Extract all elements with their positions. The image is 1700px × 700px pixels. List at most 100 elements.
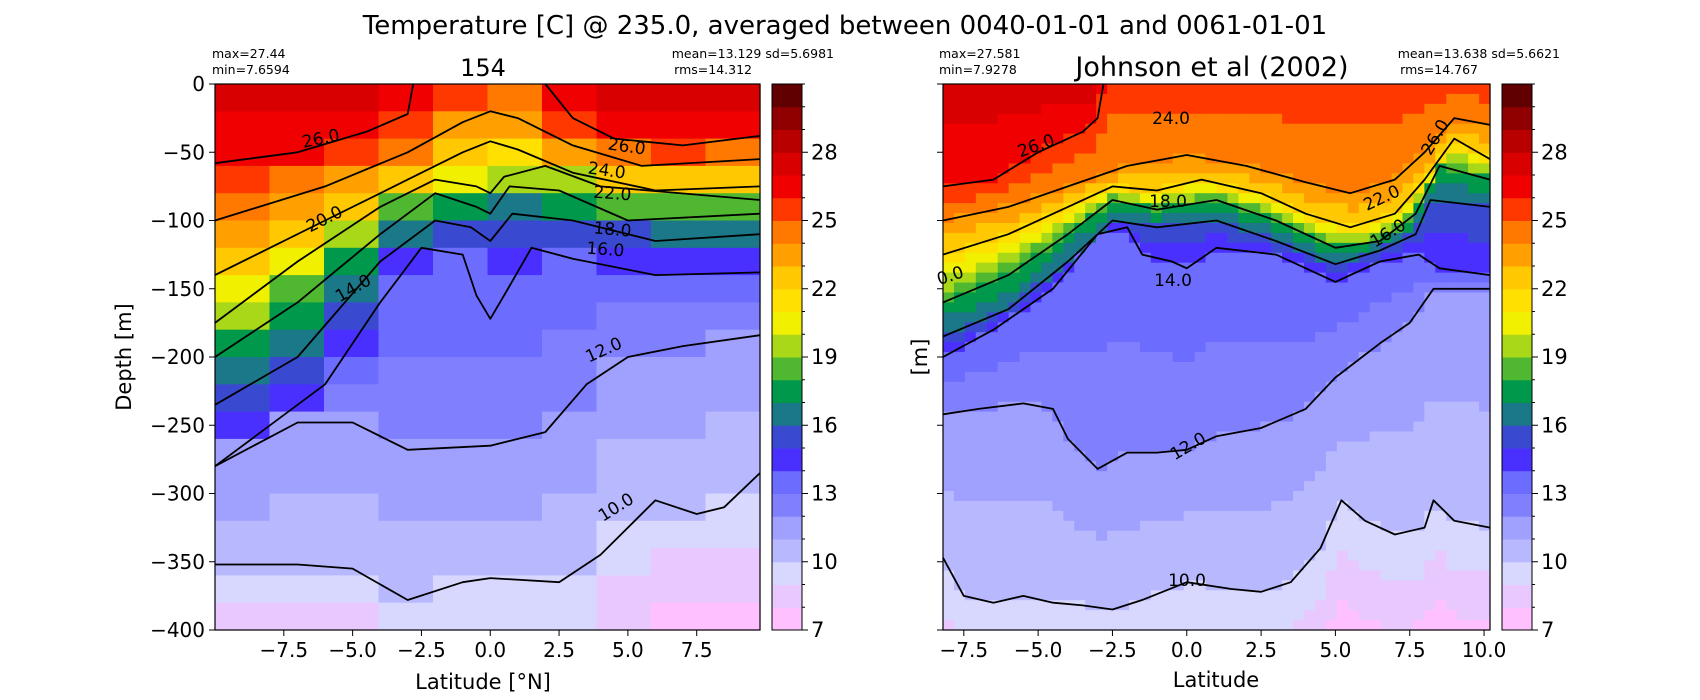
heatmap-cell xyxy=(1139,93,1152,105)
heatmap-cell xyxy=(1369,143,1382,155)
heatmap-cell xyxy=(1063,381,1075,393)
heatmap-cell xyxy=(1030,262,1043,274)
heatmap-cell xyxy=(1347,352,1360,363)
heatmap-cell xyxy=(1260,252,1272,264)
heatmap-cell xyxy=(1282,272,1294,284)
heatmap-cell xyxy=(378,193,434,222)
heatmap-cell xyxy=(1293,471,1305,482)
heatmap-cell xyxy=(1150,371,1163,383)
heatmap-cell xyxy=(943,352,955,363)
heatmap-cell xyxy=(433,602,489,631)
heatmap-cell xyxy=(1282,381,1294,393)
heatmap-cell xyxy=(1260,491,1272,502)
heatmap-cell xyxy=(1435,371,1447,383)
heatmap-cell xyxy=(1391,361,1404,373)
heatmap-cell xyxy=(1435,451,1447,462)
heatmap-cell xyxy=(1314,411,1327,423)
heatmap-cell xyxy=(1063,610,1075,621)
heatmap-cell xyxy=(1238,411,1250,423)
heatmap-cell xyxy=(1118,421,1130,433)
heatmap-cell xyxy=(975,203,988,214)
heatmap-cell xyxy=(1205,213,1218,224)
heatmap-cell xyxy=(1468,520,1480,532)
heatmap-cell xyxy=(1183,242,1196,254)
heatmap-cell xyxy=(1369,322,1382,333)
heatmap-cell xyxy=(1008,352,1021,363)
heatmap-cell xyxy=(1052,500,1064,512)
heatmap-cell xyxy=(1435,431,1447,442)
heatmap-cell xyxy=(1336,302,1349,313)
heatmap-cell xyxy=(1358,352,1371,363)
heatmap-cell xyxy=(1096,361,1108,373)
heatmap-cell xyxy=(1172,471,1185,482)
heatmap-cell xyxy=(1041,93,1053,105)
heatmap-cell xyxy=(1194,451,1207,462)
heatmap-cell xyxy=(269,111,325,140)
heatmap-cell xyxy=(1336,103,1349,115)
heatmap-cell xyxy=(1205,113,1218,125)
heatmap-cell xyxy=(1369,580,1382,591)
heatmap-cell xyxy=(1314,163,1327,174)
heatmap-cell xyxy=(1304,590,1316,601)
heatmap-cell xyxy=(1304,540,1316,552)
heatmap-cell xyxy=(651,84,707,112)
heatmap-cell xyxy=(1150,580,1163,591)
heatmap-cell xyxy=(1052,262,1064,274)
heatmap-cell xyxy=(1085,411,1097,423)
heatmap-cell xyxy=(1391,133,1404,145)
heatmap-cell xyxy=(943,282,955,294)
heatmap-cell xyxy=(975,540,988,552)
heatmap-cell xyxy=(1041,431,1053,442)
heatmap-cell xyxy=(1435,93,1447,105)
heatmap-cell xyxy=(1380,461,1393,472)
heatmap-cell xyxy=(1446,461,1458,472)
heatmap-cell xyxy=(1282,232,1294,244)
heatmap-cell xyxy=(1282,421,1294,433)
heatmap-cell xyxy=(1325,421,1338,433)
colorbar-swatch xyxy=(1502,129,1532,153)
heatmap-cell xyxy=(1468,322,1480,333)
heatmap-cell xyxy=(1293,520,1305,532)
heatmap-cell xyxy=(1227,84,1239,95)
heatmap-cell xyxy=(975,252,988,264)
heatmap-cell xyxy=(1183,183,1196,194)
heatmap-cell xyxy=(1205,262,1218,274)
heatmap-cell xyxy=(1096,153,1108,165)
heatmap-cell xyxy=(997,84,1010,95)
heatmap-cell xyxy=(1205,540,1218,552)
heatmap-cell xyxy=(1052,332,1064,343)
heatmap-cell xyxy=(1249,610,1261,621)
heatmap-cell xyxy=(1336,153,1349,165)
heatmap-cell xyxy=(1128,580,1141,591)
heatmap-cell xyxy=(975,163,988,174)
heatmap-cell xyxy=(1139,252,1152,264)
heatmap-cell xyxy=(1402,133,1415,145)
heatmap-cell xyxy=(1413,361,1425,373)
heatmap-cell xyxy=(975,123,988,135)
heatmap-cell xyxy=(487,247,543,276)
heatmap-cell xyxy=(1128,143,1141,155)
heatmap-cell xyxy=(378,220,434,249)
heatmap-cell xyxy=(1413,242,1425,254)
heatmap-cell xyxy=(1205,312,1218,323)
heatmap-cell xyxy=(1413,510,1425,522)
heatmap-cell xyxy=(975,520,988,532)
heatmap-cell xyxy=(943,292,955,303)
heatmap-cell xyxy=(1402,203,1415,214)
heatmap-cell xyxy=(986,153,999,165)
heatmap-cell xyxy=(1161,123,1174,135)
heatmap-cell xyxy=(1019,232,1032,244)
heatmap-cell xyxy=(964,441,977,452)
heatmap-cell xyxy=(1150,451,1163,462)
contour-line xyxy=(942,165,1491,304)
heatmap-cell xyxy=(1347,322,1360,333)
heatmap-cell xyxy=(1369,381,1382,393)
heatmap-cell xyxy=(1128,590,1141,601)
heatmap-cell xyxy=(1402,361,1415,373)
heatmap-cell xyxy=(1183,292,1196,303)
heatmap-cell xyxy=(1304,520,1316,532)
heatmap-cell xyxy=(1479,570,1491,581)
heatmap-cell xyxy=(1304,163,1316,174)
heatmap-cell xyxy=(1128,600,1141,611)
heatmap-cell xyxy=(1216,610,1229,621)
